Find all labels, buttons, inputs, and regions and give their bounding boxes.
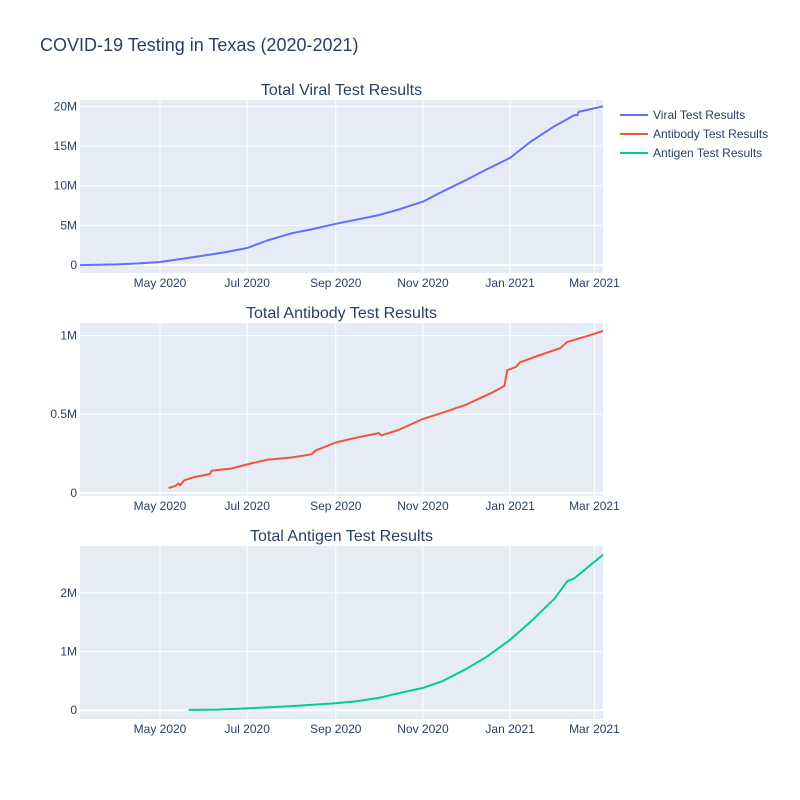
legend-label: Viral Test Results	[653, 108, 745, 122]
y-tick-label: 0	[70, 703, 77, 717]
viral-series-line	[79, 105, 604, 267]
antibody-subplot-title: Total Antibody Test Results	[246, 305, 437, 322]
y-tick-label: 15M	[54, 139, 77, 153]
x-tick-label: Mar 2021	[569, 276, 620, 290]
y-tick-label: 0	[70, 258, 77, 272]
y-tick-label: 0.5M	[50, 407, 77, 421]
viral-plot-area	[80, 100, 603, 273]
viral-subplot-title: Total Viral Test Results	[261, 82, 422, 99]
x-tick-label: May 2020	[134, 276, 187, 290]
x-tick-label: Nov 2020	[397, 499, 449, 513]
antigen-plot-area	[80, 546, 603, 719]
y-tick-label: 10M	[54, 179, 77, 193]
y-tick-label: 5M	[60, 218, 77, 232]
x-tick-label: Jul 2020	[225, 276, 271, 290]
y-tick-label: 1M	[60, 645, 77, 659]
x-tick-label: Mar 2021	[569, 499, 620, 513]
y-tick-label: 2M	[60, 586, 77, 600]
legend-label: Antibody Test Results	[653, 127, 768, 141]
legend: Viral Test Results Antibody Test Results A…	[620, 108, 768, 160]
legend-item-antibody[interactable]: Antibody Test Results	[620, 127, 768, 141]
antigen-panel: May 2020 Jul 2020 Sep 2020 Nov 2020 Jan 2021…	[60, 528, 620, 736]
legend-item-viral[interactable]: Viral Test Results	[620, 108, 745, 122]
x-tick-label: Jan 2021	[485, 499, 535, 513]
x-tick-label: Sep 2020	[310, 499, 362, 513]
x-tick-label: Jan 2021	[485, 276, 535, 290]
x-tick-label: Nov 2020	[397, 276, 449, 290]
y-tick-label: 1M	[60, 329, 77, 343]
x-tick-label: May 2020	[134, 722, 187, 736]
x-tick-label: Jul 2020	[225, 722, 271, 736]
antibody-panel: May 2020 Jul 2020 Sep 2020 Nov 2020 Jan 2021…	[50, 305, 620, 513]
x-tick-label: Jul 2020	[225, 499, 271, 513]
x-tick-label: May 2020	[134, 499, 187, 513]
x-tick-label: Mar 2021	[569, 722, 620, 736]
antigen-series-line	[188, 554, 604, 711]
x-tick-label: Nov 2020	[397, 722, 449, 736]
y-tick-label: 20M	[54, 99, 77, 113]
x-tick-label: Jan 2021	[485, 722, 535, 736]
antibody-plot-area	[80, 323, 603, 496]
chart-title: COVID-19 Testing in Texas (2020-2021)	[40, 35, 359, 55]
y-tick-label: 0	[70, 486, 77, 500]
viral-panel: May 2020 Jul 2020 Sep 2020 Nov 2020 Jan 2021…	[54, 82, 620, 290]
legend-label: Antigen Test Results	[653, 146, 762, 160]
legend-item-antigen[interactable]: Antigen Test Results	[620, 146, 762, 160]
x-tick-label: Sep 2020	[310, 722, 362, 736]
x-tick-label: Sep 2020	[310, 276, 362, 290]
antigen-subplot-title: Total Antigen Test Results	[250, 528, 433, 545]
antibody-series-line	[168, 329, 604, 490]
